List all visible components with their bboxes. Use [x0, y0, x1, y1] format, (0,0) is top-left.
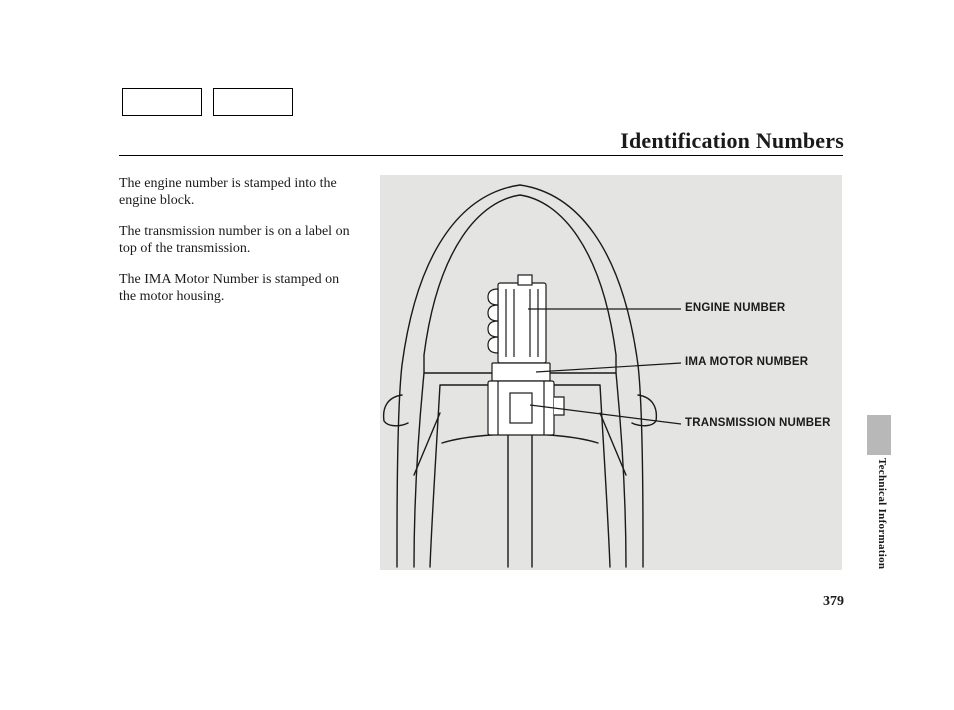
paragraph-engine: The engine number is stamped into the en…	[119, 175, 359, 209]
section-tab	[867, 415, 891, 455]
callout-ima-motor-number: IMA MOTOR NUMBER	[685, 356, 808, 368]
paragraph-transmission: The transmission number is on a label on…	[119, 223, 359, 257]
paragraph-ima: The IMA Motor Number is stamped on the m…	[119, 271, 359, 305]
title-rule	[119, 155, 843, 156]
ref-box-2	[213, 88, 293, 116]
manual-page: Identification Numbers The engine number…	[0, 0, 954, 710]
page-number: 379	[823, 594, 844, 610]
ref-box-1	[122, 88, 202, 116]
page-title: Identification Numbers	[620, 128, 844, 154]
engine-bay-diagram: ENGINE NUMBER IMA MOTOR NUMBER TRANSMISS…	[380, 175, 842, 570]
body-copy: The engine number is stamped into the en…	[119, 175, 359, 319]
section-label: Technical Information	[876, 458, 888, 569]
diagram-svg	[380, 175, 842, 570]
top-reference-boxes	[122, 88, 293, 116]
callout-transmission-number: TRANSMISSION NUMBER	[685, 417, 831, 429]
callout-engine-number: ENGINE NUMBER	[685, 302, 785, 314]
